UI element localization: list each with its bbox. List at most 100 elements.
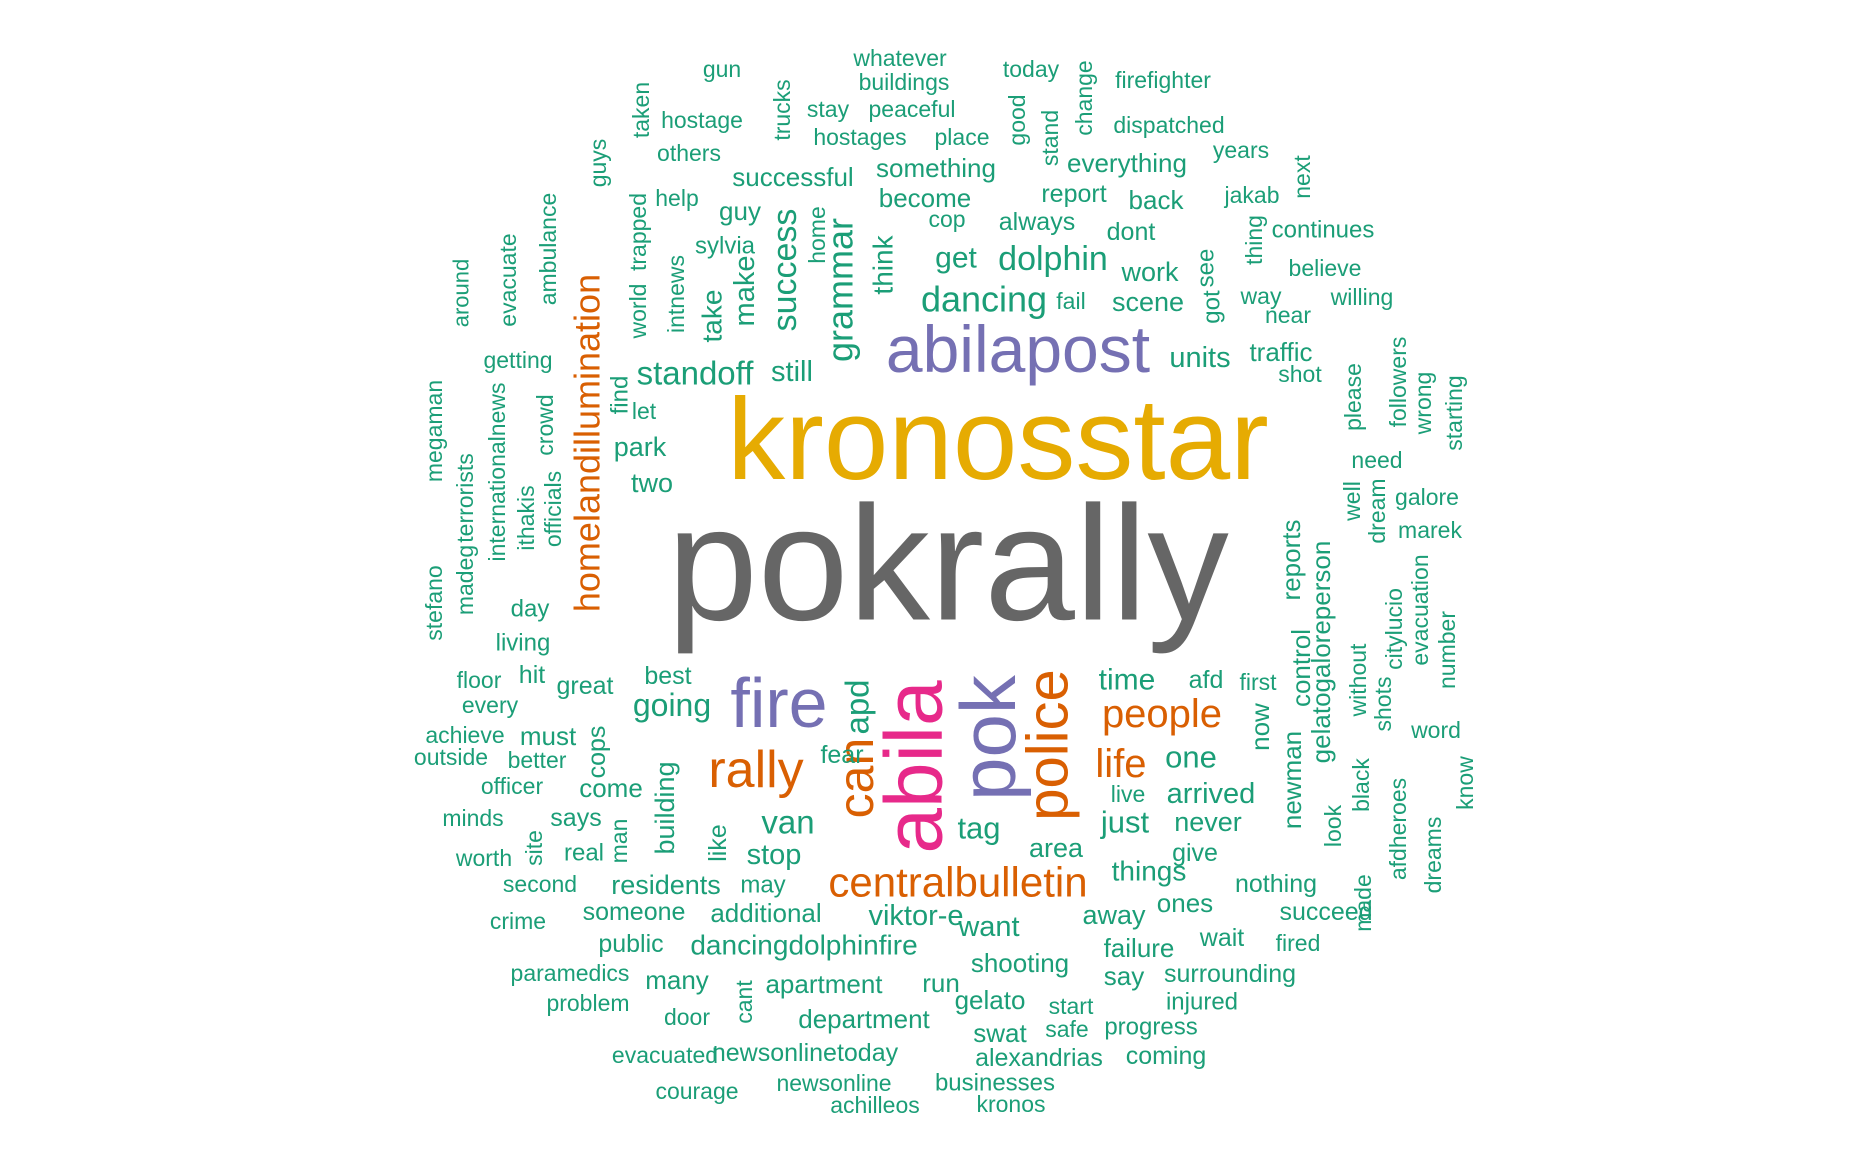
cloud-word-good: good bbox=[1004, 94, 1030, 145]
cloud-word-look: look bbox=[1320, 804, 1346, 847]
cloud-word-officer: officer bbox=[481, 773, 544, 799]
cloud-word-viktor-e: viktor-e bbox=[868, 900, 963, 932]
cloud-word-says: says bbox=[550, 804, 601, 832]
cloud-word-scene: scene bbox=[1112, 287, 1184, 317]
cloud-word-arrived: arrived bbox=[1167, 778, 1256, 810]
cloud-word-apd: apd bbox=[839, 679, 876, 734]
cloud-word-stand: stand bbox=[1037, 110, 1063, 166]
cloud-word-swat: swat bbox=[973, 1018, 1027, 1048]
cloud-word-man: man bbox=[606, 819, 632, 864]
cloud-word-megaman: megaman bbox=[421, 380, 447, 482]
cloud-word-kronos: kronos bbox=[976, 1091, 1045, 1117]
cloud-word-like: like bbox=[704, 824, 732, 862]
cloud-word-dancingdolphinfire: dancingdolphinfire bbox=[690, 930, 917, 961]
cloud-word-taken: taken bbox=[628, 82, 654, 138]
cloud-word-got: got bbox=[1199, 290, 1226, 324]
cloud-word-stay: stay bbox=[807, 96, 850, 122]
cloud-word-worth: worth bbox=[455, 845, 512, 871]
cloud-word-something: something bbox=[876, 153, 996, 183]
cloud-word-place: place bbox=[935, 124, 990, 150]
cloud-word-next: next bbox=[1289, 155, 1315, 199]
cloud-word-internationalnews: internationalnews bbox=[484, 382, 510, 561]
cloud-word-cop: cop bbox=[928, 206, 965, 232]
cloud-word-change: change bbox=[1071, 60, 1097, 135]
cloud-word-say: say bbox=[1104, 961, 1144, 991]
cloud-word-crowd: crowd bbox=[532, 394, 558, 455]
cloud-word-black: black bbox=[1348, 758, 1374, 812]
cloud-word-gelatogaloreperson: gelatogaloreperson bbox=[1306, 541, 1336, 764]
cloud-word-time: time bbox=[1099, 664, 1156, 697]
cloud-word-apartment: apartment bbox=[765, 969, 883, 999]
cloud-word-ambulance: ambulance bbox=[535, 193, 561, 306]
cloud-word-whatever: whatever bbox=[852, 45, 947, 71]
cloud-word-madeg: madeg bbox=[452, 545, 478, 615]
cloud-word-gun: gun bbox=[703, 56, 741, 82]
cloud-word-achieve: achieve bbox=[425, 722, 504, 748]
cloud-word-evacuation: evacuation bbox=[1407, 554, 1433, 665]
cloud-word-made: made bbox=[1350, 874, 1376, 932]
cloud-word-residents: residents bbox=[611, 870, 721, 900]
cloud-word-progress: progress bbox=[1104, 1014, 1197, 1041]
cloud-word-ithakis: ithakis bbox=[513, 485, 539, 550]
cloud-word-find: find bbox=[607, 376, 634, 415]
cloud-word-now: now bbox=[1245, 703, 1275, 751]
cloud-word-newsonline: newsonline bbox=[776, 1070, 891, 1096]
cloud-word-get: get bbox=[935, 242, 977, 275]
cloud-word-continues: continues bbox=[1272, 217, 1375, 244]
cloud-word-wrong: wrong bbox=[1410, 372, 1436, 436]
cloud-word-achilleos: achilleos bbox=[830, 1092, 920, 1118]
cloud-word-believe: believe bbox=[1289, 255, 1362, 281]
cloud-word-great: great bbox=[557, 672, 614, 700]
cloud-word-way: way bbox=[1240, 283, 1282, 309]
cloud-word-minds: minds bbox=[442, 805, 503, 831]
cloud-word-reports: reports bbox=[1276, 520, 1306, 601]
cloud-word-years: years bbox=[1213, 137, 1269, 163]
cloud-word-injured: injured bbox=[1166, 989, 1238, 1016]
cloud-word-give: give bbox=[1172, 839, 1218, 867]
cloud-word-sylvia: sylvia bbox=[695, 233, 756, 260]
cloud-word-many: many bbox=[645, 965, 709, 995]
cloud-word-hit: hit bbox=[519, 661, 545, 689]
cloud-word-crime: crime bbox=[490, 908, 546, 934]
cloud-word-two: two bbox=[631, 468, 673, 498]
cloud-word-stop: stop bbox=[747, 839, 802, 871]
cloud-word-come: come bbox=[579, 773, 643, 803]
cloud-word-guy: guy bbox=[719, 196, 761, 226]
cloud-word-world: world bbox=[625, 284, 651, 340]
cloud-word-still: still bbox=[771, 356, 813, 388]
cloud-word-ones: ones bbox=[1157, 888, 1213, 918]
cloud-word-must: must bbox=[520, 721, 577, 751]
cloud-word-pokrally: pokrally bbox=[667, 472, 1229, 655]
cloud-word-shot: shot bbox=[1278, 361, 1322, 387]
cloud-word-officials: officials bbox=[540, 471, 566, 547]
cloud-word-site: site bbox=[521, 830, 547, 866]
cloud-word-successful: successful bbox=[732, 162, 853, 192]
cloud-word-please: please bbox=[1340, 363, 1366, 431]
cloud-word-coming: coming bbox=[1126, 1042, 1207, 1070]
cloud-word-success: success bbox=[766, 209, 804, 332]
cloud-word-people: people bbox=[1102, 692, 1222, 736]
cloud-word-dreams: dreams bbox=[1420, 817, 1446, 894]
cloud-word-building: building bbox=[650, 761, 680, 854]
cloud-word-public: public bbox=[598, 930, 663, 958]
cloud-word-better: better bbox=[508, 747, 567, 773]
cloud-word-things: things bbox=[1112, 856, 1187, 887]
cloud-word-abila: abila bbox=[869, 680, 960, 854]
cloud-word-control: control bbox=[1286, 629, 1316, 707]
cloud-word-today: today bbox=[1003, 56, 1060, 82]
cloud-word-kronosstar: kronosstar bbox=[727, 374, 1269, 504]
cloud-word-firefighter: firefighter bbox=[1115, 67, 1211, 93]
cloud-word-living: living bbox=[496, 630, 551, 657]
cloud-word-homelandillumination: homelandillumination bbox=[567, 274, 608, 612]
cloud-word-need: need bbox=[1351, 447, 1402, 473]
cloud-word-businesses: businesses bbox=[935, 1070, 1055, 1097]
cloud-word-word: word bbox=[1410, 717, 1461, 743]
cloud-word-work: work bbox=[1120, 257, 1179, 287]
cloud-word-know: know bbox=[1452, 756, 1478, 810]
cloud-word-courage: courage bbox=[655, 1078, 738, 1104]
cloud-word-someone: someone bbox=[583, 898, 686, 926]
cloud-word-life: life bbox=[1095, 742, 1146, 786]
cloud-word-away: away bbox=[1082, 900, 1146, 930]
cloud-word-tag: tag bbox=[957, 811, 1000, 846]
